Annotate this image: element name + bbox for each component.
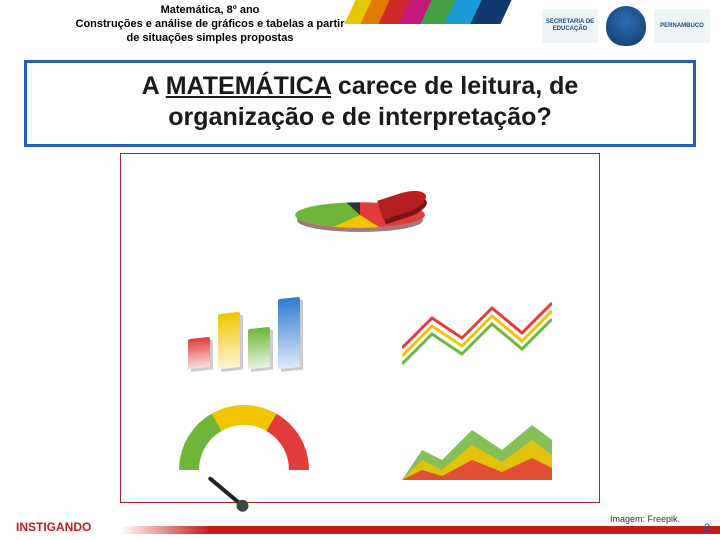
gauge-icon	[179, 405, 309, 475]
footer-bar	[120, 526, 720, 534]
title-line1: A MATEMÁTICA carece de leitura, de	[35, 71, 685, 102]
slide-header: Matemática, 8º ano Construções e análise…	[0, 0, 720, 58]
pie-chart-icon	[295, 191, 425, 241]
line-chart-cell	[362, 274, 591, 382]
charts-image-box	[120, 153, 600, 503]
page-number: 2	[704, 522, 710, 534]
title-box: A MATEMÁTICA carece de leitura, de organ…	[24, 60, 696, 147]
header-logos: SECRETARIA DE EDUCAÇÃO PERNAMBUCO	[542, 6, 710, 46]
pie-chart-cell	[129, 162, 591, 270]
header-line2: Construções e análise de gráficos e tabe…	[60, 18, 360, 32]
pernambuco-shield-icon	[606, 6, 646, 46]
slide-footer: INSTIGANDO Imagem: Freepik. 2	[0, 514, 720, 540]
area-chart-cell	[362, 386, 591, 494]
title-underline: MATEMÁTICA	[166, 72, 331, 100]
footer-tag: INSTIGANDO	[16, 520, 97, 534]
header-line1: Matemática, 8º ano	[60, 4, 360, 18]
title-line2: organização e de interpretação?	[35, 102, 685, 133]
image-credit: Imagem: Freepik.	[610, 514, 680, 524]
secretaria-logo: SECRETARIA DE EDUCAÇÃO	[542, 9, 598, 43]
bar-chart-icon	[188, 288, 300, 368]
title-part2: carece de leitura, de	[331, 72, 578, 100]
title-part1: A	[142, 72, 166, 100]
pernambuco-logo: PERNAMBUCO	[654, 9, 710, 43]
bar-chart-cell	[129, 274, 358, 382]
area-chart-icon	[402, 400, 552, 480]
line-chart-icon	[402, 288, 552, 368]
header-line3: de situações simples propostas	[60, 32, 360, 46]
gauge-cell	[129, 386, 358, 494]
header-subject: Matemática, 8º ano Construções e análise…	[60, 4, 360, 45]
